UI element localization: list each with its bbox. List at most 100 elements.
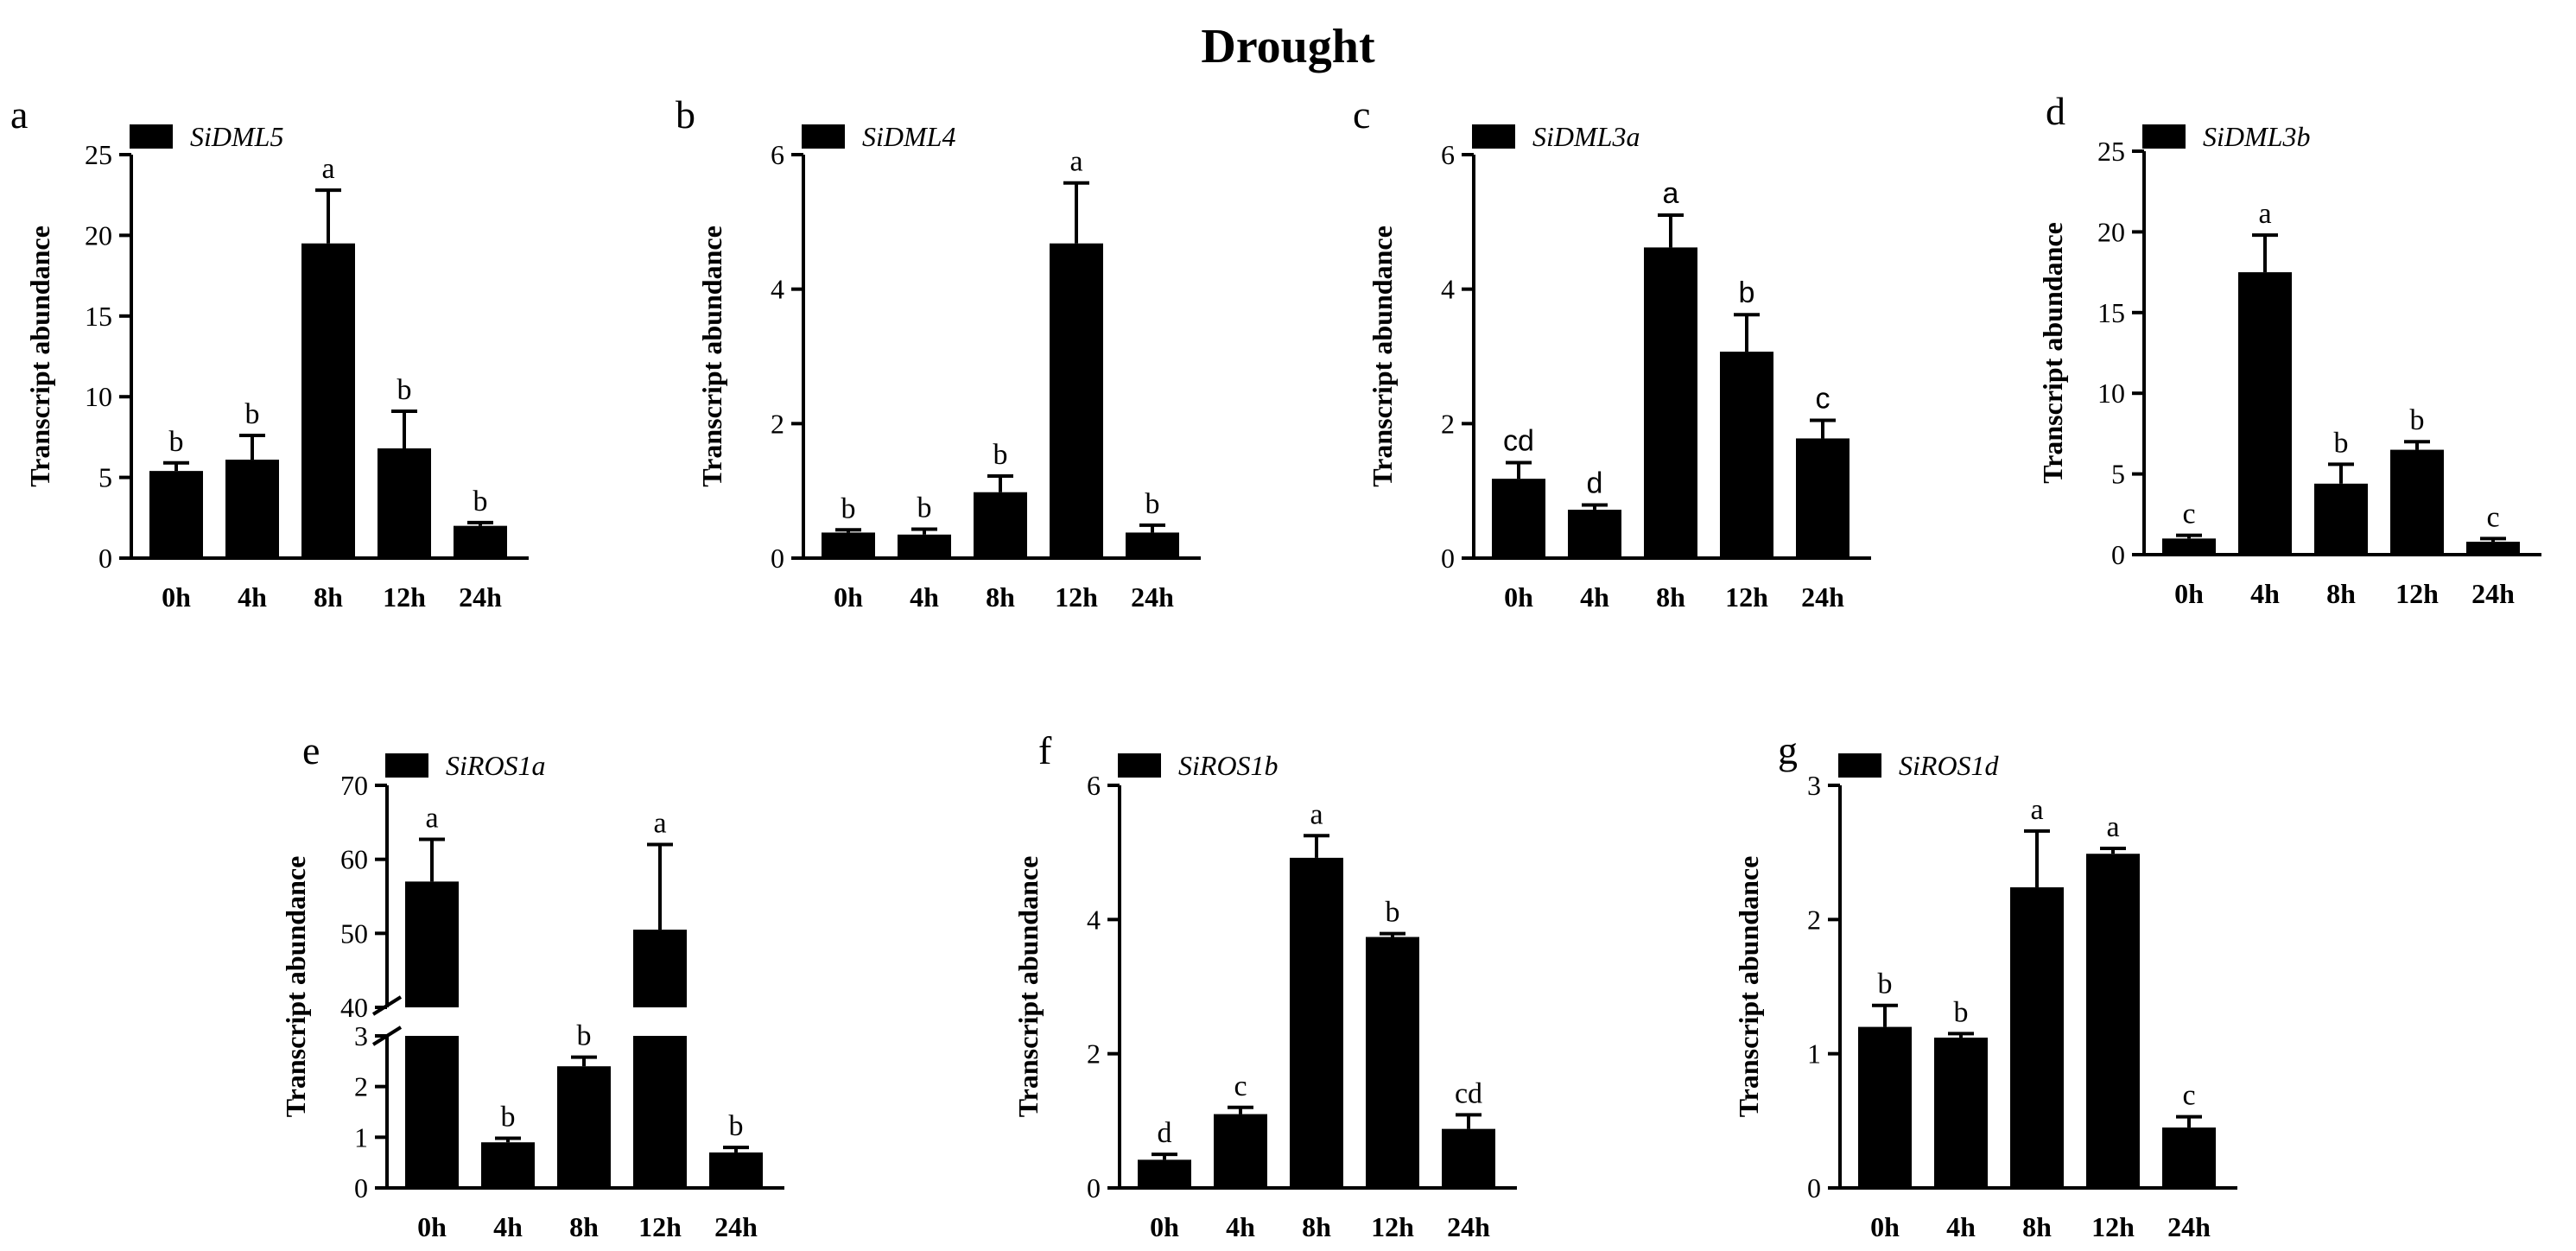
x-tick-label-4h: 4h <box>1226 1211 1255 1242</box>
y-tick-label: 40 <box>340 992 368 1023</box>
x-tick-label-8h: 8h <box>1302 1211 1331 1242</box>
bar-4h <box>1934 1038 1988 1188</box>
bar-12h <box>1050 243 1103 558</box>
bar-12h <box>633 930 687 1007</box>
bar-12h <box>1366 937 1419 1188</box>
significance-letter-4h: a <box>2258 198 2271 230</box>
y-tick-label: 6 <box>1441 139 1455 170</box>
significance-letter-4h: c <box>1234 1070 1247 1102</box>
bar-4h <box>2238 272 2292 555</box>
bar-8h <box>2010 887 2064 1188</box>
y-axis-label: Transcript abundance <box>1012 856 1044 1118</box>
bar-24h <box>1442 1128 1495 1188</box>
y-axis-label: Transcript abundance <box>24 225 55 487</box>
bar-8h <box>1644 247 1697 558</box>
bar-12h-lower <box>633 1036 687 1188</box>
panel-label: b <box>676 92 695 137</box>
chart-panel-g: g SiROS1d Transcript abundance 0 1 2 3 b b a a c 0h 4… <box>1733 728 2237 1242</box>
bar-24h <box>454 525 507 558</box>
y-tick-label: 15 <box>85 301 112 332</box>
bar-4h <box>1568 509 1621 558</box>
panel-label: f <box>1038 728 1052 772</box>
bar-12h <box>378 448 431 558</box>
significance-letter-8h: b <box>577 1020 592 1052</box>
y-tick-label: 4 <box>771 274 784 305</box>
legend-swatch <box>1118 753 1161 778</box>
x-tick-label-8h: 8h <box>569 1211 599 1242</box>
legend-swatch <box>1472 124 1515 149</box>
chart-panel-f: f SiROS1b Transcript abundance 0 2 4 6 d c a b cd 0h… <box>1012 728 1517 1242</box>
significance-letter-24h: c <box>1816 382 1830 415</box>
y-tick-label: 2 <box>771 408 784 439</box>
y-tick-label: 2 <box>1807 904 1821 935</box>
significance-letter-24h: b <box>473 486 488 518</box>
y-tick-label: 70 <box>340 770 368 801</box>
bar-0h <box>822 532 875 558</box>
y-tick-label: 3 <box>1807 770 1821 801</box>
x-tick-label-4h: 4h <box>2250 578 2280 609</box>
x-tick-label-24h: 24h <box>2471 578 2515 609</box>
x-tick-label-12h: 12h <box>1725 581 1768 613</box>
significance-letter-12h: a <box>2106 811 2119 843</box>
bar-0h-lower <box>405 1036 459 1188</box>
bar-24h <box>1796 438 1850 558</box>
x-tick-label-12h: 12h <box>2395 578 2439 609</box>
y-tick-label: 20 <box>85 219 112 251</box>
significance-letter-8h: a <box>1310 798 1323 830</box>
significance-letter-24h: b <box>729 1110 744 1142</box>
y-tick-label: 3 <box>354 1020 368 1051</box>
x-tick-label-12h: 12h <box>1055 581 1098 613</box>
y-tick-label: 2 <box>354 1071 368 1102</box>
x-tick-label-4h: 4h <box>238 581 267 613</box>
significance-letter-12h: b <box>2410 404 2425 436</box>
x-tick-label-8h: 8h <box>986 581 1015 613</box>
bar-0h <box>1858 1026 1912 1188</box>
y-tick-label: 15 <box>2097 297 2125 328</box>
x-tick-label-4h: 4h <box>493 1211 523 1242</box>
bar-12h <box>2086 854 2140 1188</box>
x-tick-label-0h: 0h <box>1504 581 1533 613</box>
significance-letter-4h: b <box>917 492 932 524</box>
chart-panel-b: b SiDML4 Transcript abundance 0 2 4 6 b b b a b 0h 4h… <box>676 92 1201 613</box>
x-tick-label-12h: 12h <box>383 581 426 613</box>
y-tick-label: 0 <box>354 1172 368 1203</box>
legend-swatch <box>130 124 173 149</box>
y-tick-label: 1 <box>354 1121 368 1153</box>
y-tick-label: 0 <box>98 543 112 574</box>
chart-panel-d: d SiDML3b Transcript abundance 0 5 10 15 20 25 c a… <box>2037 89 2541 609</box>
y-tick-label: 50 <box>340 918 368 949</box>
panel-label: e <box>302 728 320 772</box>
x-tick-label-0h: 0h <box>2174 578 2204 609</box>
legend-label: SiDML3b <box>2203 121 2310 152</box>
x-tick-label-0h: 0h <box>417 1211 447 1242</box>
bar-24h <box>2162 1127 2216 1188</box>
significance-letter-24h: c <box>2486 501 2499 533</box>
x-tick-label-24h: 24h <box>2167 1211 2211 1242</box>
panel-label: a <box>10 92 28 137</box>
legend-swatch <box>1838 753 1881 778</box>
x-tick-label-4h: 4h <box>1946 1211 1976 1242</box>
bar-0h <box>1492 479 1545 558</box>
x-tick-label-8h: 8h <box>314 581 343 613</box>
legend-label: SiROS1a <box>446 750 546 781</box>
y-axis-label: Transcript abundance <box>1733 856 1764 1118</box>
x-tick-label-12h: 12h <box>1371 1211 1414 1242</box>
significance-letter-12h: b <box>1739 276 1755 309</box>
legend-label: SiDML3a <box>1532 121 1640 152</box>
bar-24h <box>1126 532 1179 558</box>
y-axis-label: Transcript abundance <box>1367 225 1398 487</box>
bar-0h <box>1138 1159 1191 1188</box>
y-tick-label: 0 <box>1807 1172 1821 1203</box>
y-tick-label: 2 <box>1087 1038 1101 1070</box>
x-tick-label-0h: 0h <box>1870 1211 1900 1242</box>
bar-0h <box>2162 538 2216 555</box>
x-tick-label-12h: 12h <box>638 1211 682 1242</box>
significance-letter-8h: b <box>993 439 1008 471</box>
legend-label: SiDML5 <box>190 121 283 152</box>
chart-panel-c: c SiDML3a Transcript abundance 0 2 4 6 cd d a b c 0h… <box>1353 92 1871 613</box>
y-tick-label: 10 <box>85 381 112 412</box>
legend-swatch <box>802 124 845 149</box>
bar-8h <box>557 1066 611 1188</box>
significance-letter-24h: cd <box>1455 1077 1482 1109</box>
bar-8h <box>1290 857 1343 1188</box>
